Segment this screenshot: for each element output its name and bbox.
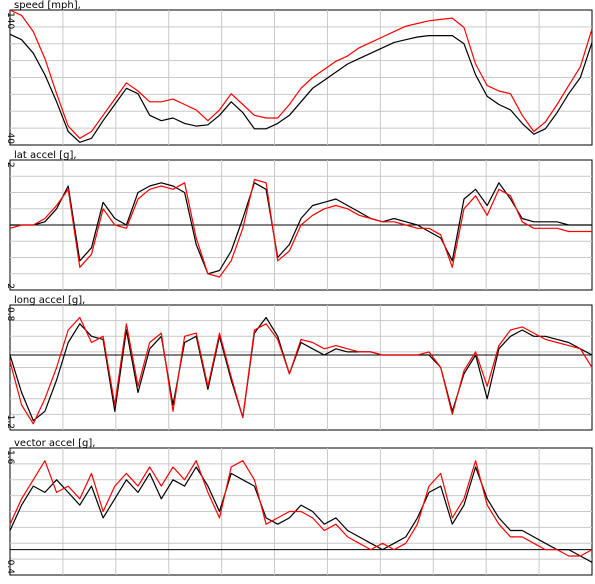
tick-label-bottom: -1.2 — [5, 411, 15, 429]
panel-title: vector accel [g], — [14, 438, 95, 449]
tick-label-top: 0.8 — [5, 307, 15, 322]
tick-label-bottom: -2 — [5, 280, 15, 289]
tick-label-bottom: -0.4 — [5, 556, 15, 574]
chart-panel-3: long accel [g],0.8 -1.2 — [5, 295, 593, 431]
chart-panel-4: vector accel [g],1.6 -0.4 — [5, 438, 593, 576]
chart-panel-2: lat accel [g],2 -2 — [5, 150, 593, 291]
series-line-2 — [9, 316, 593, 425]
tick-label-bottom: 40 — [5, 133, 15, 145]
series-line-2 — [9, 178, 592, 278]
chart-panel-1: speed [mph],140 40 — [5, 0, 593, 146]
tick-label-top: 2 — [5, 162, 15, 168]
series-line-1 — [10, 182, 592, 275]
series-line-2 — [9, 460, 593, 557]
panel-title: lat accel [g], — [14, 150, 77, 161]
panel-title: speed [mph], — [14, 0, 81, 11]
series-line-2 — [9, 9, 593, 139]
tick-label-top: 1.6 — [5, 450, 15, 465]
series-line-1 — [9, 466, 593, 563]
tick-label-top: 140 — [5, 12, 15, 29]
panel-title: long accel [g], — [14, 295, 85, 306]
series-line-1 — [9, 33, 593, 143]
series-line-1 — [9, 316, 593, 422]
